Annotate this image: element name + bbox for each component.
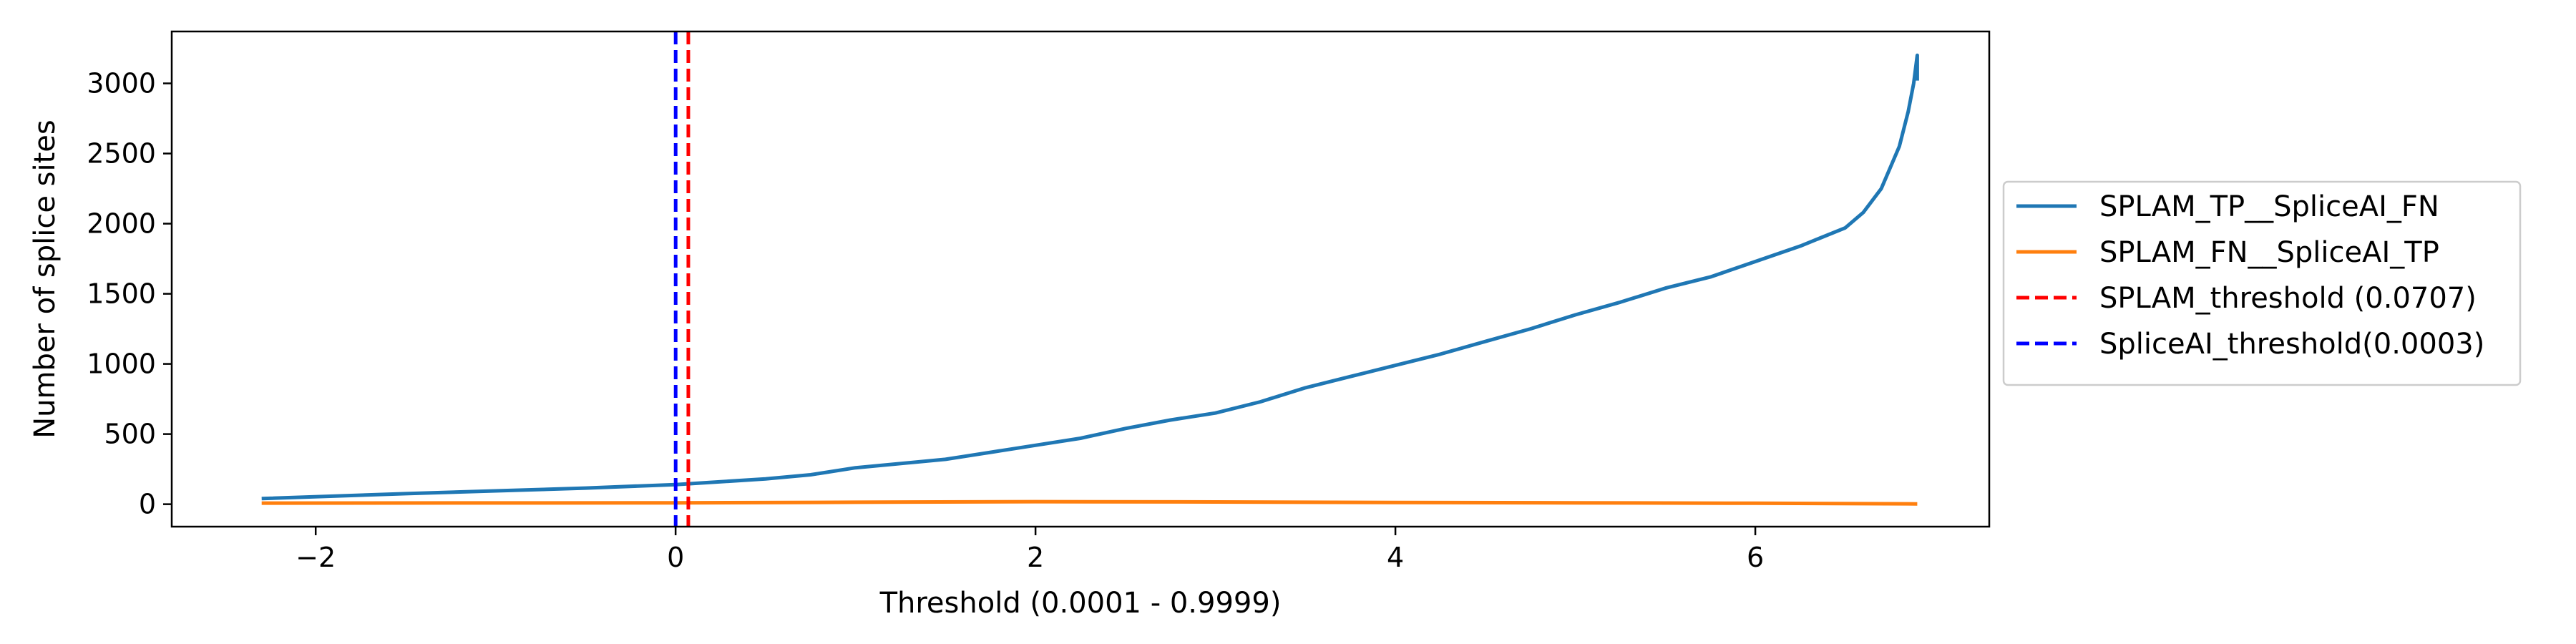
y-tick-label: 2000: [87, 208, 156, 240]
x-axis-label: Threshold (0.0001 - 0.9999): [879, 587, 1282, 620]
x-tick-label: −2: [296, 542, 336, 573]
threshold-lines-layer: [673, 31, 691, 527]
legend-label-4: SpliceAI_threshold(0.0003): [2099, 328, 2484, 361]
series-line-2: [261, 499, 1918, 506]
y-tick-label: 0: [139, 489, 156, 520]
x-tick-label: 6: [1747, 542, 1764, 573]
legend-label-2: SPLAM_FN__SpliceAI_TP: [2099, 236, 2439, 269]
y-tick-label: 500: [104, 419, 156, 450]
x-tick-label: 0: [667, 542, 684, 573]
legend: SPLAM_TP__SpliceAI_FN SPLAM_FN__SpliceAI_…: [2002, 180, 2522, 386]
plot-frame: [170, 30, 1991, 528]
y-tick-label: 2500: [87, 138, 156, 170]
y-axis-label: Number of splice sites: [29, 119, 62, 439]
y-tick-label: 3000: [87, 68, 156, 99]
x-tick-label: 2: [1027, 542, 1044, 573]
legend-label-1: SPLAM_TP__SpliceAI_FN: [2099, 190, 2439, 223]
plot-area-background: [172, 31, 1989, 527]
legend-box: [2002, 180, 2522, 386]
x-tick-label: 4: [1387, 542, 1404, 573]
x-axis-ticks: −2 0 2 4 6: [296, 527, 1764, 573]
series-layer: [261, 53, 1919, 506]
series-line-1: [261, 53, 1919, 501]
y-axis-ticks: 0 500 1000 1500 2000 2500 3000: [87, 68, 172, 520]
y-tick-label: 1000: [87, 348, 156, 380]
legend-label-3: SPLAM_threshold (0.0707): [2099, 282, 2477, 315]
y-tick-label: 1500: [87, 278, 156, 310]
